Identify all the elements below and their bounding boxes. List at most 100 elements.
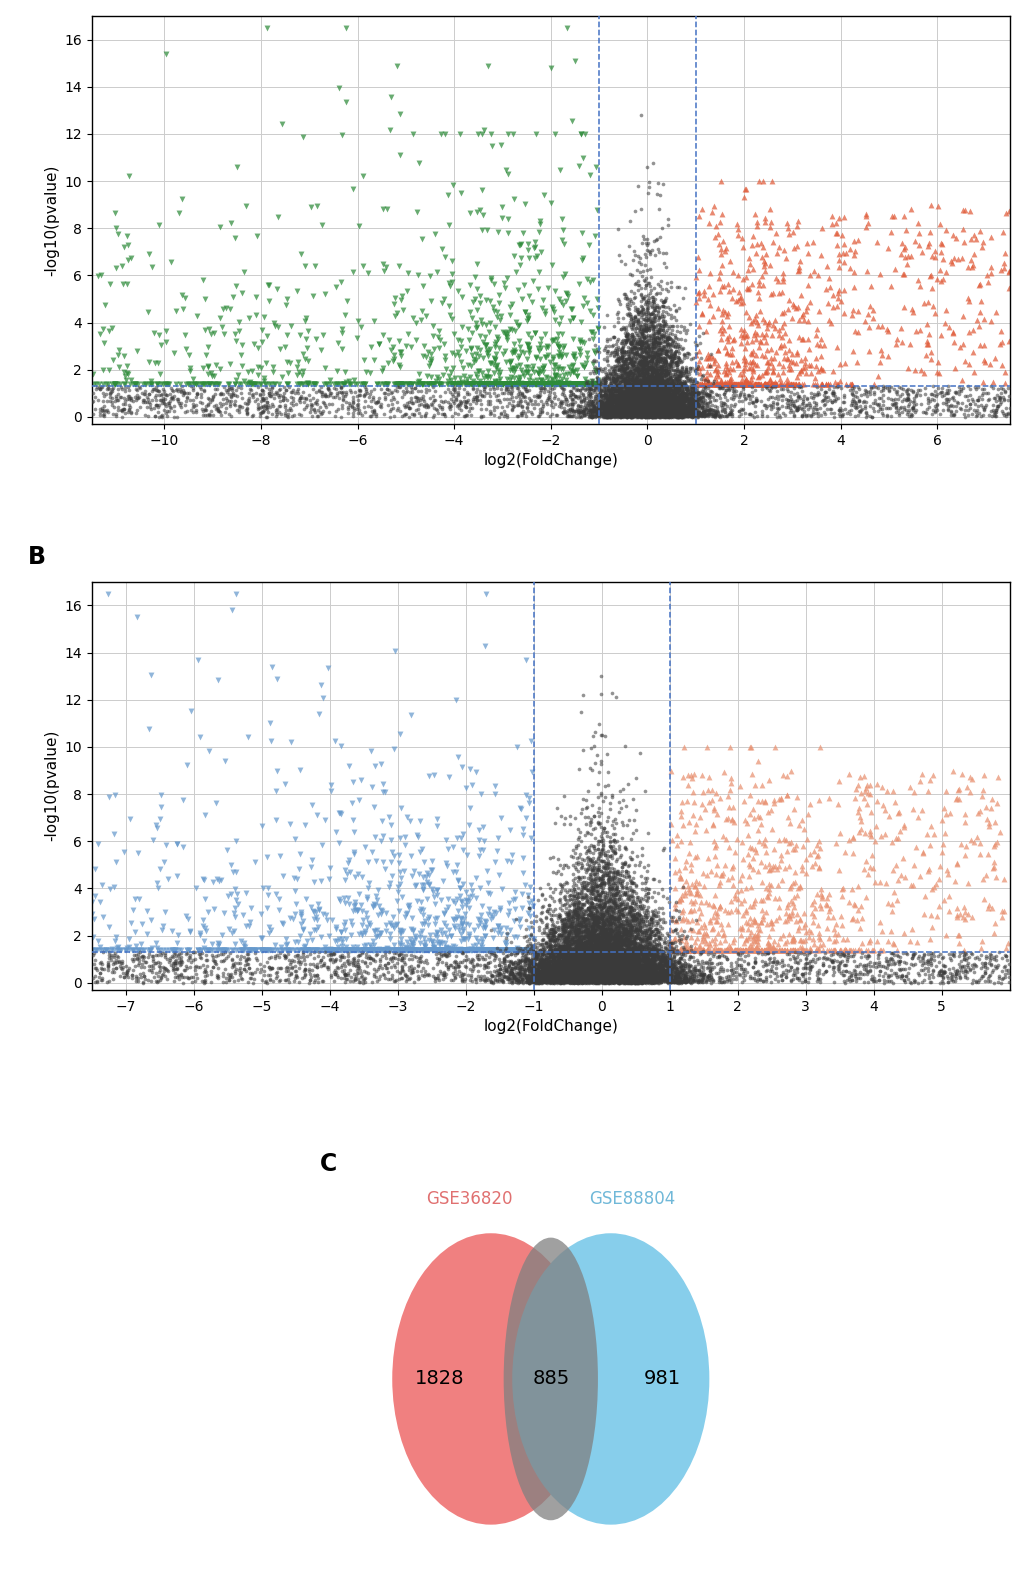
Point (601, 396, 618, 422)
Point (602, 404, 619, 430)
Point (947, 965, 963, 990)
Point (526, 320, 542, 345)
Point (725, 277, 741, 302)
Point (567, 901, 583, 927)
Point (546, 380, 562, 406)
Point (673, 314, 689, 339)
Point (593, 958, 609, 984)
Point (595, 912, 611, 938)
Point (249, 947, 265, 973)
Point (665, 938, 682, 963)
Point (642, 357, 658, 382)
Point (622, 963, 638, 989)
Point (624, 374, 640, 400)
Point (624, 400, 640, 425)
Point (577, 928, 593, 954)
Point (645, 966, 661, 992)
Point (236, 957, 253, 982)
Point (635, 376, 651, 401)
Point (531, 954, 547, 979)
Point (659, 403, 676, 428)
Point (595, 853, 611, 879)
Point (539, 941, 555, 966)
Point (551, 922, 568, 947)
Point (398, 379, 415, 404)
Point (833, 960, 849, 985)
Point (611, 950, 628, 976)
Point (307, 968, 323, 993)
Point (648, 960, 664, 985)
Point (552, 922, 569, 947)
Point (143, 396, 159, 422)
Point (619, 398, 635, 423)
Point (579, 957, 595, 982)
Point (683, 379, 699, 404)
Point (641, 962, 657, 987)
Point (640, 392, 656, 417)
Point (443, 371, 460, 396)
Point (579, 887, 595, 912)
Point (643, 331, 659, 357)
Point (620, 958, 636, 984)
Point (628, 400, 644, 425)
Point (602, 382, 619, 408)
Point (651, 377, 667, 403)
Point (200, 899, 216, 925)
Point (616, 958, 633, 984)
Point (111, 355, 127, 380)
Point (615, 966, 632, 992)
Point (667, 957, 684, 982)
Point (458, 938, 474, 963)
Point (254, 330, 270, 355)
Point (631, 403, 647, 428)
Point (258, 395, 274, 420)
Point (565, 923, 581, 949)
Point (631, 903, 647, 928)
Point (611, 390, 628, 416)
Point (595, 958, 611, 984)
Point (786, 236, 802, 261)
Point (624, 960, 640, 985)
Point (584, 927, 600, 952)
Point (616, 939, 633, 965)
Point (286, 958, 303, 984)
Point (476, 912, 492, 938)
Point (624, 904, 640, 930)
Point (395, 858, 412, 884)
Point (606, 374, 623, 400)
Point (569, 915, 585, 941)
Point (628, 395, 644, 420)
Point (108, 385, 124, 411)
Point (217, 946, 233, 971)
Point (708, 371, 725, 396)
Point (589, 401, 605, 427)
Point (706, 365, 722, 390)
Point (594, 965, 610, 990)
Point (477, 371, 493, 396)
Point (889, 942, 905, 968)
Point (566, 962, 582, 987)
Point (565, 376, 581, 401)
Point (607, 946, 624, 971)
Point (583, 947, 599, 973)
Point (515, 938, 531, 963)
Point (330, 371, 346, 396)
Point (945, 941, 961, 966)
Point (644, 404, 660, 430)
Point (641, 949, 657, 974)
Point (609, 938, 626, 963)
Point (728, 938, 744, 963)
Point (551, 958, 568, 984)
Point (580, 950, 596, 976)
Point (129, 968, 146, 993)
Point (631, 970, 647, 995)
Point (590, 962, 606, 987)
Point (623, 845, 639, 871)
Point (711, 893, 728, 919)
Point (637, 966, 653, 992)
Point (645, 949, 661, 974)
Point (609, 382, 626, 408)
Point (599, 931, 615, 957)
Point (554, 952, 571, 977)
Point (610, 952, 627, 977)
